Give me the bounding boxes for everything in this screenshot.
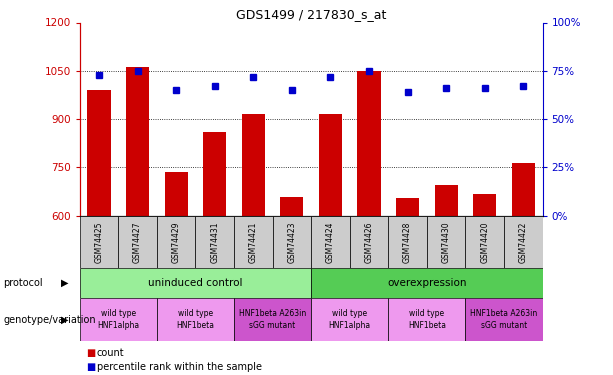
Bar [473, 194, 496, 216]
Bar [88, 90, 110, 216]
Text: GSM74426: GSM74426 [365, 221, 373, 262]
Bar [196, 216, 234, 268]
Bar [311, 216, 349, 268]
Text: percentile rank within the sample: percentile rank within the sample [97, 362, 262, 372]
Bar [349, 216, 388, 268]
Bar [396, 198, 419, 216]
Text: wild type
HNF1beta: wild type HNF1beta [177, 309, 215, 330]
Text: GSM74427: GSM74427 [133, 221, 142, 262]
Text: HNF1beta A263in
sGG mutant: HNF1beta A263in sGG mutant [239, 309, 306, 330]
Bar [203, 132, 226, 216]
Text: ■: ■ [86, 362, 95, 372]
Text: GSM74422: GSM74422 [519, 221, 528, 262]
Bar [311, 298, 388, 341]
Bar [234, 298, 311, 341]
Bar [435, 185, 458, 216]
Bar [504, 216, 543, 268]
Bar [465, 298, 543, 341]
Bar [234, 216, 273, 268]
Bar [242, 114, 265, 216]
Bar [319, 114, 342, 216]
Text: ▶: ▶ [61, 278, 68, 288]
Text: wild type
HNF1beta: wild type HNF1beta [408, 309, 446, 330]
Bar [357, 71, 381, 216]
Text: GSM74428: GSM74428 [403, 221, 412, 262]
Text: count: count [97, 348, 124, 358]
Text: HNF1beta A263in
sGG mutant: HNF1beta A263in sGG mutant [470, 309, 538, 330]
Bar [157, 298, 234, 341]
Text: GSM74420: GSM74420 [480, 221, 489, 262]
Bar [388, 298, 465, 341]
Bar [80, 216, 118, 268]
Bar [280, 197, 303, 216]
Text: wild type
HNF1alpha: wild type HNF1alpha [329, 309, 371, 330]
Bar [126, 67, 149, 216]
Text: ▶: ▶ [61, 315, 68, 325]
Bar [273, 216, 311, 268]
Text: GSM74430: GSM74430 [441, 221, 451, 262]
Text: uninduced control: uninduced control [148, 278, 243, 288]
Bar [80, 268, 311, 298]
Bar [80, 298, 157, 341]
Text: GSM74425: GSM74425 [94, 221, 104, 262]
Text: GSM74423: GSM74423 [287, 221, 296, 262]
Text: GSM74424: GSM74424 [326, 221, 335, 262]
Bar [427, 216, 465, 268]
Bar [164, 172, 188, 216]
Text: genotype/variation: genotype/variation [3, 315, 96, 325]
Text: GSM74429: GSM74429 [172, 221, 181, 262]
Bar [118, 216, 157, 268]
Text: protocol: protocol [3, 278, 43, 288]
Bar [157, 216, 196, 268]
Bar [465, 216, 504, 268]
Text: ■: ■ [86, 348, 95, 358]
Text: GSM74431: GSM74431 [210, 221, 219, 262]
Bar [388, 216, 427, 268]
Text: wild type
HNF1alpha: wild type HNF1alpha [97, 309, 139, 330]
Bar [311, 268, 543, 298]
Text: overexpression: overexpression [387, 278, 466, 288]
Text: GSM74421: GSM74421 [249, 221, 257, 262]
Title: GDS1499 / 217830_s_at: GDS1499 / 217830_s_at [236, 8, 386, 21]
Bar [512, 162, 535, 216]
